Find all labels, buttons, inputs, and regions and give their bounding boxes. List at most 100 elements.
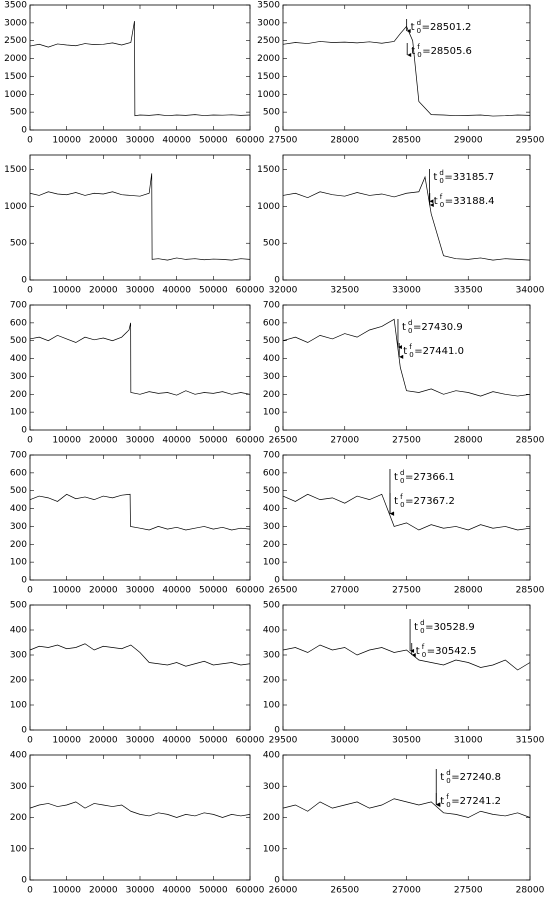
x-tick-label: 40000 <box>162 736 191 746</box>
x-tick-label: 27500 <box>392 586 421 596</box>
x-tick-label: 26000 <box>269 886 298 896</box>
y-tick-label: 700 <box>10 301 27 311</box>
annotation-text: =30542.5 <box>427 646 477 657</box>
y-tick-label: 500 <box>10 601 27 611</box>
x-tick-label: 0 <box>27 736 33 746</box>
plot-frame <box>282 604 531 731</box>
plot-frame <box>29 304 251 431</box>
x-tick-label: 40000 <box>162 436 191 446</box>
y-tick-label: 500 <box>10 486 27 496</box>
y-tick-label: 400 <box>10 504 27 514</box>
x-tick-label: 60000 <box>236 586 265 596</box>
y-tick-label: 500 <box>10 108 27 118</box>
x-tick-label: 0 <box>27 286 33 296</box>
x-tick-label: 50000 <box>199 136 228 146</box>
y-tick-label: 500 <box>263 239 280 249</box>
x-tick-label: 26500 <box>269 436 298 446</box>
annotation-sup: f <box>417 43 420 51</box>
annotation-var: t <box>402 322 406 333</box>
x-tick-label: 31500 <box>516 736 545 746</box>
x-tick-label: 27000 <box>392 886 421 896</box>
x-tick-label: 60000 <box>236 436 265 446</box>
y-tick-label: 300 <box>10 782 27 792</box>
data-line <box>29 173 251 261</box>
annotation-sup: f <box>446 793 449 801</box>
y-tick-label: 300 <box>10 372 27 382</box>
x-tick-label: 20000 <box>89 136 118 146</box>
x-tick-label: 0 <box>27 886 33 896</box>
y-tick-label: 0 <box>274 726 280 736</box>
y-tick-label: 1500 <box>257 165 280 175</box>
y-tick-label: 1500 <box>4 72 27 82</box>
plot-frame <box>29 454 251 581</box>
x-tick-label: 10000 <box>52 886 81 896</box>
x-tick-label: 50000 <box>199 436 228 446</box>
data-line <box>282 318 531 397</box>
plot-frame <box>29 154 251 281</box>
annotation-text: =27240.8 <box>451 772 501 783</box>
y-tick-label: 1500 <box>4 165 27 175</box>
x-tick-label: 30500 <box>392 736 421 746</box>
y-tick-label: 500 <box>10 336 27 346</box>
annotation-text: =33185.7 <box>444 172 494 183</box>
y-tick-label: 400 <box>10 354 27 364</box>
annotation-sup: d <box>408 319 412 327</box>
y-tick-label: 100 <box>263 558 280 568</box>
x-tick-label: 50000 <box>199 886 228 896</box>
annotation-sup: f <box>440 193 443 201</box>
y-tick-label: 500 <box>263 108 280 118</box>
x-tick-label: 20000 <box>89 736 118 746</box>
y-tick-label: 1500 <box>257 72 280 82</box>
x-tick-label: 40000 <box>162 286 191 296</box>
x-tick-label: 10000 <box>52 736 81 746</box>
x-tick-label: 27000 <box>330 436 359 446</box>
x-tick-label: 60000 <box>236 886 265 896</box>
x-tick-label: 28500 <box>392 136 421 146</box>
plot-frame <box>29 4 251 131</box>
y-tick-label: 700 <box>263 451 280 461</box>
y-tick-label: 3000 <box>4 18 27 28</box>
y-tick-label: 200 <box>263 676 280 686</box>
data-line <box>29 21 251 117</box>
y-tick-label: 2500 <box>4 36 27 46</box>
y-tick-label: 600 <box>263 468 280 478</box>
x-tick-label: 10000 <box>52 286 81 296</box>
annotation-sub: 0 <box>400 501 404 509</box>
x-tick-label: 27000 <box>330 586 359 596</box>
y-tick-label: 400 <box>10 626 27 636</box>
x-tick-label: 28500 <box>516 436 545 446</box>
y-tick-label: 200 <box>263 540 280 550</box>
x-tick-label: 27500 <box>392 436 421 446</box>
y-tick-label: 100 <box>10 844 27 854</box>
x-tick-label: 34000 <box>516 286 545 296</box>
annotation-text: =27441.0 <box>414 346 464 357</box>
y-tick-label: 400 <box>263 626 280 636</box>
annotation-sub: 0 <box>439 177 443 185</box>
x-tick-label: 30000 <box>126 286 155 296</box>
y-tick-label: 200 <box>10 813 27 823</box>
annotation-sup: d <box>446 769 450 777</box>
y-tick-label: 100 <box>10 701 27 711</box>
y-tick-label: 700 <box>263 301 280 311</box>
y-tick-label: 0 <box>21 426 27 436</box>
x-tick-label: 29000 <box>454 136 483 146</box>
y-tick-label: 3000 <box>257 18 280 28</box>
y-tick-label: 200 <box>263 390 280 400</box>
annotation-text: =27430.9 <box>413 322 463 333</box>
x-tick-label: 26500 <box>330 886 359 896</box>
x-tick-label: 20000 <box>89 586 118 596</box>
y-tick-label: 0 <box>21 126 27 136</box>
x-tick-label: 28500 <box>516 586 545 596</box>
x-tick-label: 40000 <box>162 886 191 896</box>
data-line <box>282 798 531 818</box>
y-tick-label: 100 <box>263 844 280 854</box>
x-tick-label: 32500 <box>330 286 359 296</box>
x-tick-label: 20000 <box>89 436 118 446</box>
x-tick-label: 32000 <box>269 286 298 296</box>
annotation-text: =28501.2 <box>422 22 472 33</box>
x-tick-label: 50000 <box>199 586 228 596</box>
x-tick-label: 28000 <box>516 886 545 896</box>
annotation-sup: d <box>417 19 421 27</box>
x-tick-label: 29500 <box>516 136 545 146</box>
x-tick-label: 40000 <box>162 136 191 146</box>
